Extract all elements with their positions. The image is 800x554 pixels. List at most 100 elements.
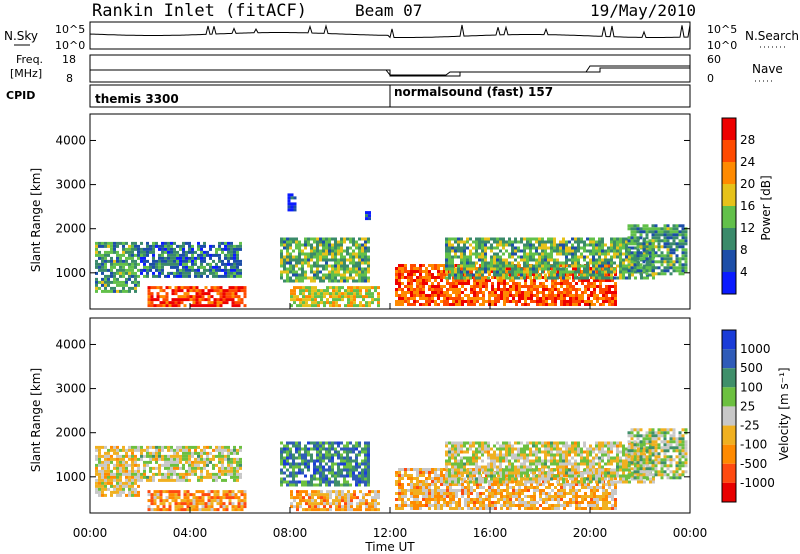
echo-cell	[548, 288, 551, 291]
echo-cell	[98, 445, 101, 449]
echo-cell	[398, 495, 401, 498]
echo-cell	[556, 249, 559, 253]
echo-cell	[137, 484, 140, 488]
echo-cell	[289, 264, 292, 268]
echo-cell	[194, 259, 197, 263]
echo-cell	[364, 279, 367, 283]
echo-cell	[497, 282, 500, 285]
echo-cell	[104, 472, 107, 476]
echo-cell	[331, 276, 334, 280]
echo-cell	[353, 298, 356, 302]
echo-cell	[296, 508, 299, 512]
echo-cell	[185, 250, 188, 254]
echo-cell	[353, 286, 356, 290]
echo-cell	[503, 498, 506, 501]
echo-cell	[116, 268, 119, 272]
echo-cell	[560, 297, 563, 300]
echo-cell	[443, 297, 446, 300]
echo-cell	[529, 252, 532, 256]
echo-cell	[636, 260, 640, 264]
echo-cell	[146, 265, 149, 269]
echo-cell	[180, 502, 184, 506]
echo-cell	[496, 243, 499, 247]
echo-cell	[491, 501, 494, 504]
echo-cell	[511, 264, 514, 268]
echo-cell	[365, 304, 368, 308]
echo-cell	[574, 270, 577, 274]
echo-cell	[307, 483, 310, 487]
echo-cell	[116, 469, 119, 473]
echo-cell	[407, 288, 410, 291]
echo-cell	[443, 270, 446, 273]
echo-cell	[631, 258, 634, 262]
echo-cell	[176, 445, 179, 449]
echo-cell	[545, 492, 548, 495]
echo-cell	[551, 498, 554, 501]
echo-cell	[293, 289, 296, 293]
echo-cell	[633, 251, 637, 255]
echo-cell	[337, 261, 340, 265]
echo-cell	[401, 501, 404, 504]
echo-cell	[293, 295, 296, 299]
echo-cell	[140, 250, 143, 254]
echo-cell	[469, 264, 472, 268]
echo-cell	[586, 261, 589, 265]
echo-cell	[218, 460, 221, 464]
echo-cell	[134, 487, 137, 491]
echo-cell	[454, 249, 457, 253]
echo-cell	[307, 480, 310, 484]
echo-cell	[170, 259, 173, 263]
echo-cell	[308, 292, 311, 296]
echo-cell	[230, 469, 233, 473]
echo-cell	[201, 508, 205, 512]
echo-cell	[147, 298, 151, 302]
echo-cell	[475, 246, 478, 250]
echo-cell	[491, 294, 494, 297]
echo-cell	[153, 493, 157, 497]
echo-cell	[203, 241, 206, 245]
echo-cell	[227, 463, 230, 467]
echo-cell	[302, 292, 305, 296]
echo-cell	[316, 444, 319, 448]
echo-cell	[494, 294, 497, 297]
echo-cell	[482, 297, 485, 300]
echo-cell	[371, 295, 374, 299]
echo-cell	[554, 495, 557, 498]
echo-cell	[611, 285, 614, 288]
echo-cell	[302, 508, 305, 512]
echo-cell	[212, 466, 215, 470]
echo-cell	[590, 282, 593, 285]
echo-cell	[605, 291, 608, 294]
echo-cell	[152, 271, 155, 275]
echo-cell	[310, 456, 313, 460]
echo-cell	[562, 240, 565, 244]
echo-cell	[554, 486, 557, 489]
echo-cell	[131, 280, 134, 284]
echo-cell	[290, 202, 294, 206]
echo-cell	[149, 469, 152, 473]
echo-cell	[338, 298, 341, 302]
echo-cell	[352, 471, 355, 475]
echo-cell	[228, 298, 232, 302]
echo-cell	[428, 501, 431, 504]
echo-cell	[352, 447, 355, 451]
echo-cell	[395, 492, 398, 495]
echo-cell	[191, 469, 194, 473]
echo-cell	[329, 301, 332, 305]
echo-cell	[233, 448, 236, 452]
echo-cell	[467, 507, 470, 510]
echo-cell	[165, 508, 169, 512]
echo-cell	[625, 255, 628, 259]
echo-cell	[613, 240, 616, 244]
echo-cell	[684, 254, 688, 258]
echo-cell	[152, 466, 155, 470]
echo-cell	[496, 252, 499, 256]
echo-cell	[335, 289, 338, 293]
echo-cell	[280, 237, 283, 241]
echo-cell	[119, 280, 122, 284]
echo-cell	[630, 251, 634, 255]
echo-cell	[684, 233, 688, 237]
echo-cell	[221, 478, 224, 482]
echo-cell	[605, 264, 608, 267]
echo-cell	[452, 285, 455, 288]
